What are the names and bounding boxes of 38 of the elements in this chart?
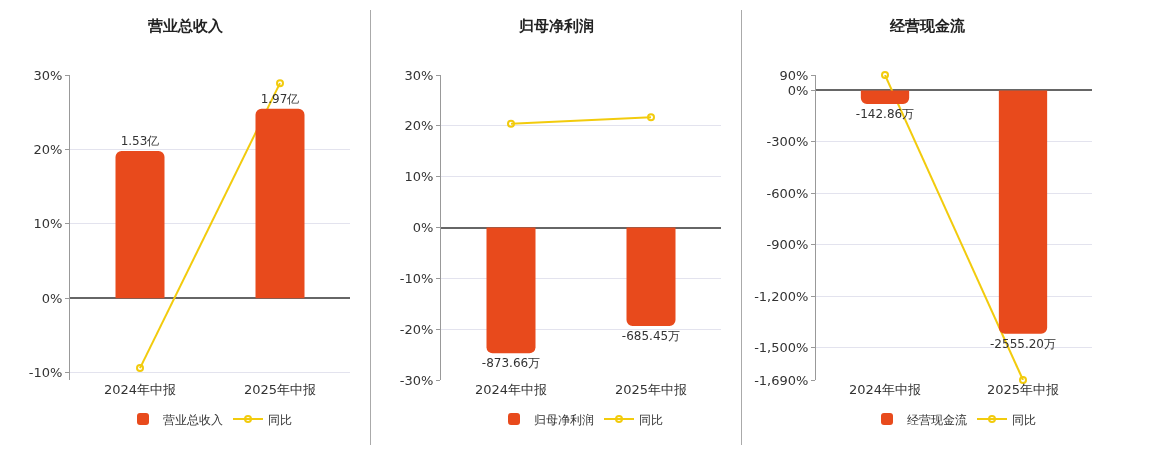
y-tick-label: 0% — [787, 82, 809, 98]
y-tick-label: 0% — [412, 220, 434, 236]
x-tick-label: 2025年中报 — [986, 382, 1060, 397]
legend-label: 归母净利润 — [534, 412, 594, 427]
legend-label: 经营现金流 — [907, 412, 967, 427]
y-tick-label: -30% — [399, 372, 434, 388]
legend-label: 营业总收入 — [163, 412, 223, 427]
data-label: -873.66万 — [481, 356, 541, 371]
chart-title: 经营现金流 — [888, 16, 966, 35]
y-tick-label: 30% — [33, 67, 63, 83]
y-tick-label: 0% — [41, 290, 63, 306]
x-tick-label: 2024年中报 — [848, 382, 922, 397]
y-tick-label: -300% — [766, 134, 809, 150]
y-tick-label: -1,500% — [754, 339, 809, 355]
legend-label: 同比 — [268, 412, 292, 427]
y-tick-label: -10% — [28, 365, 63, 381]
x-tick-label: 2025年中报 — [614, 382, 688, 397]
data-label: 1.53亿 — [120, 134, 160, 149]
y-tick-label: -1,200% — [754, 288, 809, 304]
y-tick-label: -900% — [766, 237, 809, 253]
y-tick-label: 30% — [404, 67, 434, 83]
y-tick-label: -600% — [766, 185, 809, 201]
x-tick-label: 2024年中报 — [103, 382, 177, 397]
x-tick-label: 2024年中报 — [474, 382, 548, 397]
chart-title: 营业总收入 — [146, 16, 224, 35]
legend-label: 同比 — [639, 412, 663, 427]
y-tick-label: 90% — [779, 67, 809, 83]
y-tick-label: 10% — [404, 169, 434, 185]
y-tick-label: 10% — [33, 216, 63, 232]
y-tick-label: -20% — [399, 321, 434, 337]
chart-title: 归母净利润 — [517, 16, 594, 35]
x-tick-label: 2025年中报 — [243, 382, 317, 397]
y-tick-label: -1,690% — [754, 372, 809, 388]
legend-label: 同比 — [1012, 412, 1036, 427]
data-label: -685.45万 — [621, 329, 681, 344]
y-tick-label: 20% — [33, 141, 63, 157]
y-tick-label: 20% — [404, 118, 434, 134]
y-tick-label: -10% — [399, 270, 434, 286]
